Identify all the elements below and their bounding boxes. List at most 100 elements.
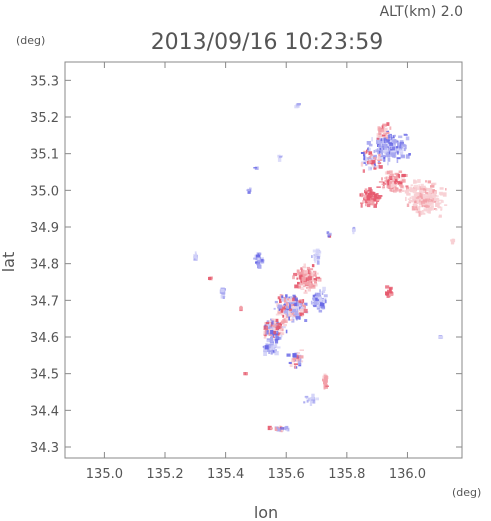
data-point	[365, 200, 370, 204]
data-point	[295, 316, 300, 320]
data-point	[418, 184, 420, 189]
data-point	[417, 207, 421, 211]
data-point	[271, 344, 276, 348]
data-point	[280, 322, 282, 327]
data-point	[415, 205, 418, 209]
data-point	[257, 258, 262, 263]
data-point	[304, 395, 309, 398]
y-tick-label: 34.6	[30, 331, 59, 346]
data-point	[265, 333, 270, 336]
data-point	[326, 231, 330, 235]
data-point	[434, 201, 436, 203]
data-point	[272, 330, 277, 334]
data-point	[373, 203, 377, 208]
y-tick-label: 34.3	[30, 441, 59, 456]
data-point	[398, 135, 403, 139]
data-point	[292, 353, 297, 358]
data-point	[258, 252, 262, 255]
data-point	[370, 189, 373, 192]
data-point	[385, 131, 390, 134]
data-point	[273, 323, 277, 328]
data-point	[247, 189, 251, 194]
data-point	[427, 180, 432, 184]
data-point	[272, 321, 276, 325]
data-point	[323, 385, 326, 390]
data-point	[306, 275, 310, 279]
data-point	[293, 272, 297, 277]
data-point	[315, 248, 320, 251]
data-point	[320, 302, 325, 307]
data-point	[327, 234, 331, 238]
data-point	[410, 184, 413, 187]
data-point	[286, 305, 288, 310]
data-point	[384, 177, 386, 180]
data-point	[383, 183, 387, 185]
data-point	[373, 156, 377, 161]
data-point	[275, 343, 278, 348]
data-point	[271, 320, 274, 325]
data-point	[310, 300, 313, 305]
axis-ticks-layer: 135.0 135.2 135.4 135.6 135.8 136.0 34.3 34.4 34…	[30, 62, 462, 482]
data-point	[303, 263, 306, 268]
data-point	[297, 281, 300, 285]
data-point	[371, 194, 373, 197]
data-point	[417, 179, 421, 183]
data-point	[277, 311, 282, 315]
data-point	[269, 340, 274, 343]
data-point	[397, 182, 400, 185]
data-point	[419, 195, 423, 198]
data-point	[281, 295, 284, 300]
data-point	[397, 142, 400, 147]
data-point	[295, 306, 300, 311]
data-point	[389, 170, 393, 174]
data-point	[389, 181, 393, 186]
data-point	[276, 321, 279, 324]
data-point	[278, 308, 281, 311]
data-point	[385, 146, 387, 150]
data-point	[372, 198, 377, 202]
data-point	[297, 302, 300, 307]
data-point	[315, 293, 320, 297]
data-point	[284, 299, 287, 303]
data-point	[431, 197, 435, 201]
data-point	[426, 194, 430, 197]
data-point	[263, 348, 267, 352]
data-point	[425, 207, 429, 211]
data-point	[373, 192, 376, 197]
data-point	[301, 312, 305, 316]
data-point	[394, 184, 397, 187]
data-point	[386, 296, 390, 298]
data-point	[383, 136, 388, 141]
data-point	[271, 352, 276, 354]
data-point	[428, 210, 431, 214]
data-point	[317, 278, 321, 282]
data-point	[363, 156, 366, 161]
data-point	[255, 261, 258, 264]
data-point	[270, 346, 275, 350]
data-point	[370, 193, 374, 195]
data-point	[282, 310, 284, 316]
data-point	[364, 188, 368, 192]
data-point	[376, 139, 381, 145]
data-point	[415, 210, 418, 214]
data-point	[412, 189, 417, 194]
data-point	[285, 329, 288, 334]
data-point	[307, 269, 310, 274]
data-point	[386, 176, 389, 180]
data-point	[383, 139, 386, 144]
data-point	[323, 294, 328, 298]
data-point	[392, 176, 395, 181]
data-point	[288, 305, 292, 309]
data-point	[435, 209, 438, 211]
data-point	[300, 280, 306, 284]
data-point	[291, 306, 296, 309]
data-point	[239, 306, 243, 310]
data-point	[406, 203, 410, 207]
data-point	[367, 190, 372, 192]
data-point	[438, 202, 442, 205]
data-point	[389, 180, 393, 182]
data-point	[429, 189, 432, 194]
data-points-layer	[193, 103, 456, 433]
data-point	[378, 153, 381, 158]
data-point	[298, 360, 301, 365]
